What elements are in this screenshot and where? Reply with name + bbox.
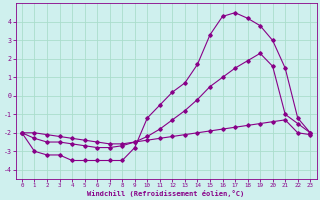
X-axis label: Windchill (Refroidissement éolien,°C): Windchill (Refroidissement éolien,°C) bbox=[87, 190, 245, 197]
